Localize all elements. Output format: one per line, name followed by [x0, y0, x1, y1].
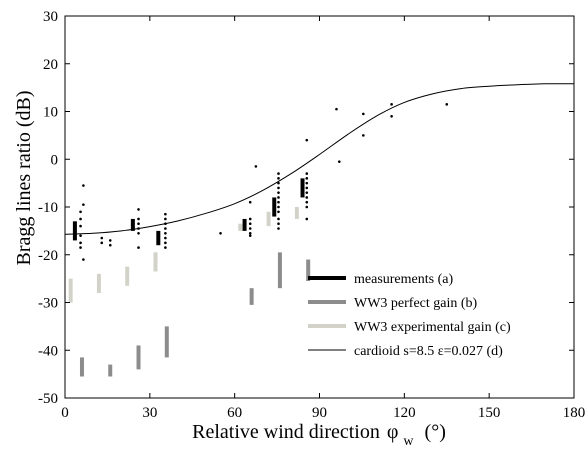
- y-tick-label-6: 10: [43, 105, 58, 121]
- scatter-point-38: [277, 186, 280, 190]
- scatter-point-42: [277, 205, 280, 209]
- scatter-point-50: [305, 181, 309, 185]
- scatter-point-35: [277, 172, 280, 175]
- scatter-point-34: [254, 165, 258, 168]
- scatter-point-3: [79, 217, 82, 221]
- x-tick-label-6: 180: [563, 405, 586, 421]
- scatter-point-41: [277, 200, 280, 204]
- scatter-point-36: [277, 177, 280, 180]
- plot-frame: [64, 15, 575, 399]
- scatter-point-18: [137, 246, 140, 249]
- scatter-point-62: [390, 114, 393, 118]
- scatter-point-53: [305, 196, 309, 199]
- scatter-point-29: [248, 217, 252, 221]
- scatter-point-7: [79, 246, 82, 249]
- scatter-point-28: [248, 200, 252, 204]
- scatter-point-11: [108, 239, 112, 242]
- y-tick-label-5: 0: [51, 152, 59, 168]
- y-tick-label-1: -40: [38, 343, 58, 359]
- scatter-point-19: [164, 212, 167, 216]
- legend-label-2: WW3 experimental gain (c): [354, 320, 511, 335]
- y-tick-label-0: -50: [38, 391, 58, 407]
- scatter-point-9: [100, 236, 104, 240]
- scatter-point-49: [305, 177, 309, 180]
- scatter-point-46: [277, 227, 280, 230]
- scatter-point-6: [79, 241, 82, 245]
- legend-label-3: cardioid s=8.5 ε=0.027 (d): [354, 344, 503, 359]
- scatter-point-4: [79, 224, 82, 228]
- scatter-point-20: [164, 217, 167, 221]
- scatter-point-10: [100, 241, 104, 245]
- y-tick-label-2: -30: [38, 296, 58, 312]
- scatter-point-60: [362, 134, 365, 137]
- scatter-point-5: [79, 234, 82, 237]
- scatter-point-58: [337, 160, 341, 163]
- legend-label-1: WW3 perfect gain (b): [354, 296, 478, 311]
- scatter-point-2: [79, 210, 82, 214]
- scatter-point-13: [137, 208, 140, 211]
- scatter-point-12: [108, 243, 112, 247]
- scatter-point-24: [164, 236, 167, 240]
- scatter-point-55: [305, 205, 309, 209]
- scatter-point-45: [277, 222, 280, 226]
- axes: 0 30 60 90 120 150 180 -50 -40 -30 -20 -10 0 10 20 30: [38, 9, 585, 421]
- scatter-point-54: [305, 200, 309, 204]
- scatter-point-52: [305, 191, 309, 194]
- scatter-point-23: [164, 231, 167, 235]
- x-axis-unit: (°): [425, 421, 446, 443]
- x-tick-label-5: 150: [478, 405, 501, 421]
- legend-label-0: measurements (a): [354, 272, 453, 287]
- scatter-point-63: [445, 103, 449, 106]
- scatter-point-57: [335, 107, 338, 111]
- scatter-point-32: [248, 231, 252, 235]
- x-tick-label-1: 30: [142, 405, 157, 421]
- scatter-point-48: [305, 172, 309, 175]
- x-tick-label-0: 0: [61, 405, 69, 421]
- scatter-point-33: [248, 234, 252, 237]
- y-axis-title: Bragg lines ratio (dB): [13, 91, 35, 266]
- scatter-point-31: [248, 227, 252, 230]
- y-tick-label-4: -10: [38, 200, 58, 216]
- x-axis-title: Relative wind direction φ w (°): [192, 421, 446, 450]
- scatter-point-22: [164, 227, 167, 230]
- plot-area: [64, 83, 575, 377]
- x-axis-symbol: φ: [387, 421, 399, 443]
- scatter-point-59: [362, 112, 365, 116]
- scatter-point-51: [305, 186, 309, 190]
- x-tick-label-4: 120: [393, 405, 416, 421]
- scatter-point-61: [390, 103, 393, 106]
- scatter-point-37: [277, 181, 280, 185]
- scatter-point-27: [219, 231, 222, 235]
- scatter-point-56: [305, 217, 309, 221]
- scatter-point-26: [164, 246, 167, 249]
- scatter-point-43: [277, 210, 280, 214]
- legend: measurements (a) WW3 perfect gain (b) WW3 …: [308, 272, 511, 359]
- scatter-point-15: [137, 222, 140, 226]
- scatter-point-17: [137, 231, 140, 235]
- scatter-point-44: [277, 217, 280, 221]
- scatter-point-1: [82, 203, 85, 206]
- scatter-point-39: [277, 191, 280, 194]
- scatter-point-30: [248, 222, 252, 226]
- scatter-point-47: [305, 138, 309, 142]
- x-tick-label-2: 60: [227, 405, 242, 421]
- y-tick-label-3: -20: [38, 248, 58, 264]
- x-tick-label-3: 90: [312, 405, 327, 421]
- scatter-point-14: [137, 217, 140, 221]
- scatter-point-25: [164, 241, 167, 245]
- scatter-point-8: [82, 258, 85, 261]
- cardioid-line: [64, 83, 575, 235]
- y-tick-label-7: 20: [43, 57, 58, 73]
- scatter-point-0: [82, 184, 85, 187]
- x-axis-subscript: w: [403, 434, 414, 449]
- x-axis-title-text: Relative wind direction: [192, 421, 380, 443]
- scatter-point-40: [277, 196, 280, 199]
- y-tick-label-8: 30: [43, 9, 58, 25]
